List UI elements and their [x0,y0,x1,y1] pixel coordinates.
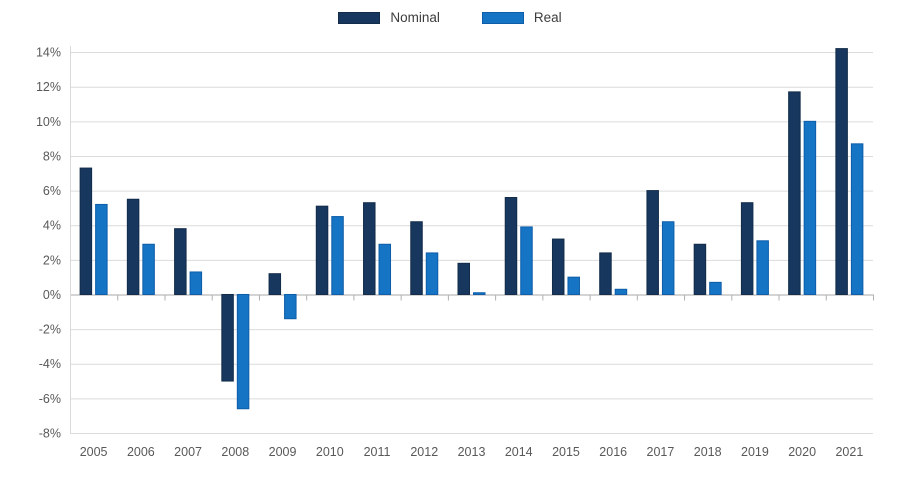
bar-real-2016 [614,288,628,295]
bar-real-2009 [284,293,297,320]
y-axis-tick-label: 0% [43,288,61,302]
legend-label-real: Real [533,10,562,25]
x-axis-tick-label: 2021 [835,445,863,459]
legend-item-nominal: Nominal [338,8,440,28]
x-axis-tick-label: 2014 [505,445,533,459]
bar-nominal-2010 [315,205,329,295]
x-axis-tick-label: 2018 [694,445,722,459]
y-axis-tick-label: 12% [36,80,61,94]
bar-real-2014 [520,226,533,295]
x-axis-tick-label: 2019 [741,445,769,459]
bar-nominal-2005 [79,167,93,295]
y-axis-tick-label: -4% [39,357,61,371]
x-axis-tick-label: 2007 [174,445,202,459]
x-axis-tick-label: 2010 [316,445,344,459]
x-axis-tick-label: 2015 [552,445,580,459]
bar-nominal-2021 [835,48,848,295]
bar-nominal-2018 [693,243,707,295]
legend-swatch-real-icon [481,12,524,24]
x-axis-tick-label: 2011 [364,445,391,459]
bar-real-2013 [473,292,486,295]
bar-nominal-2012 [410,221,423,295]
legend-item-real: Real [481,8,562,28]
bar-real-2010 [331,216,344,295]
bar-real-2018 [709,281,722,295]
bar-nominal-2008 [221,293,234,382]
bar-real-2015 [567,276,580,295]
bar-real-2008 [236,293,250,410]
x-axis-tick-label: 2005 [80,445,108,459]
x-axis-tick-label: 2013 [458,445,486,459]
bar-nominal-2006 [126,198,140,295]
bar-real-2005 [95,203,108,295]
chart-legend: Nominal Real [0,8,900,28]
legend-label-nominal: Nominal [390,10,440,25]
x-axis-tick-label: 2012 [410,445,438,459]
y-axis-tick-label: -8% [39,427,61,441]
bar-real-2006 [142,243,155,295]
y-axis-tick-label: 2% [43,253,61,267]
x-axis-tick-label: 2017 [647,445,675,459]
bar-nominal-2014 [504,197,518,295]
bar-real-2017 [661,221,675,295]
bar-nominal-2007 [174,228,187,295]
bar-real-2007 [189,271,203,295]
y-axis-tick-label: 14% [36,46,61,60]
x-axis-tick-label: 2009 [269,445,297,459]
y-axis-tick-label: -2% [39,323,61,337]
bar-real-2021 [850,143,864,295]
bar-real-2019 [756,240,769,295]
bar-nominal-2009 [268,273,282,295]
legend-swatch-nominal-icon [338,12,381,24]
bar-real-2011 [378,243,392,295]
bar-nominal-2020 [788,91,801,295]
x-axis-tick-label: 2008 [221,445,249,459]
bar-nominal-2017 [646,190,659,295]
x-axis-tick-label: 2020 [788,445,816,459]
bar-nominal-2015 [551,238,565,295]
bar-nominal-2013 [457,262,470,295]
bar-real-2012 [425,252,439,295]
x-axis-tick-label: 2006 [127,445,155,459]
y-axis-tick-label: 10% [36,115,61,129]
bar-real-2020 [803,120,817,295]
y-axis-tick-label: 6% [43,184,61,198]
bar-nominal-2019 [740,202,754,295]
bar-nominal-2016 [599,252,612,295]
y-axis-tick-label: -6% [39,392,61,406]
x-axis-tick-label: 2016 [599,445,627,459]
bar-nominal-2011 [363,202,376,295]
y-axis-tick-label: 8% [43,149,61,163]
y-axis-tick-label: 4% [43,219,61,233]
